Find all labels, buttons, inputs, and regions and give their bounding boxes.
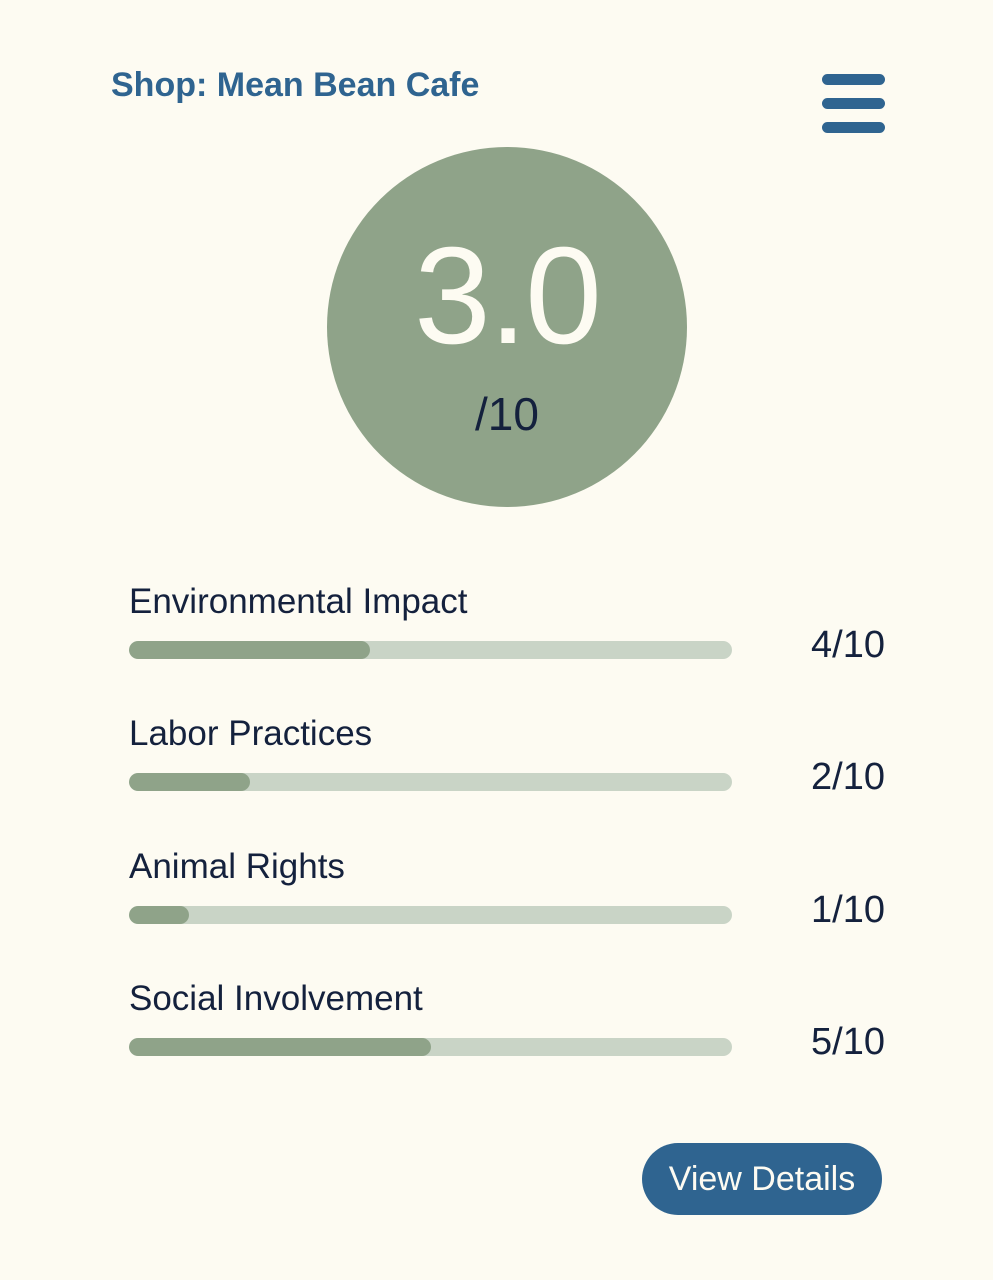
menu-icon-bar	[822, 74, 885, 85]
category-labor-practices: Labor Practices 2/10	[129, 716, 889, 826]
category-label: Social Involvement	[129, 979, 423, 1018]
menu-button[interactable]	[820, 74, 886, 136]
overall-score-value: 3.0	[414, 219, 602, 373]
progress-bar-fill	[129, 1038, 431, 1056]
menu-icon-bar	[822, 98, 885, 109]
menu-icon-bar	[822, 122, 885, 133]
progress-bar	[129, 1038, 732, 1056]
overall-score-max: /10	[475, 388, 539, 440]
view-details-button[interactable]: View Details	[642, 1143, 882, 1215]
shop-title: Shop: Mean Bean Cafe	[111, 66, 480, 104]
category-score: 2/10	[811, 756, 885, 798]
category-environmental-impact: Environmental Impact 4/10	[129, 584, 889, 694]
category-label: Animal Rights	[129, 847, 345, 886]
progress-bar-fill	[129, 641, 371, 659]
category-animal-rights: Animal Rights 1/10	[129, 849, 889, 959]
category-score: 5/10	[811, 1021, 885, 1063]
category-score: 4/10	[811, 624, 885, 666]
progress-bar	[129, 906, 732, 924]
category-social-involvement: Social Involvement 5/10	[129, 981, 889, 1091]
overall-score-badge: 3.0 /10	[327, 147, 687, 507]
progress-bar-fill	[129, 906, 190, 924]
category-label: Labor Practices	[129, 714, 373, 753]
category-score: 1/10	[811, 889, 885, 931]
progress-bar	[129, 641, 732, 659]
category-label: Environmental Impact	[129, 582, 468, 621]
progress-bar	[129, 773, 732, 791]
progress-bar-fill	[129, 773, 250, 791]
